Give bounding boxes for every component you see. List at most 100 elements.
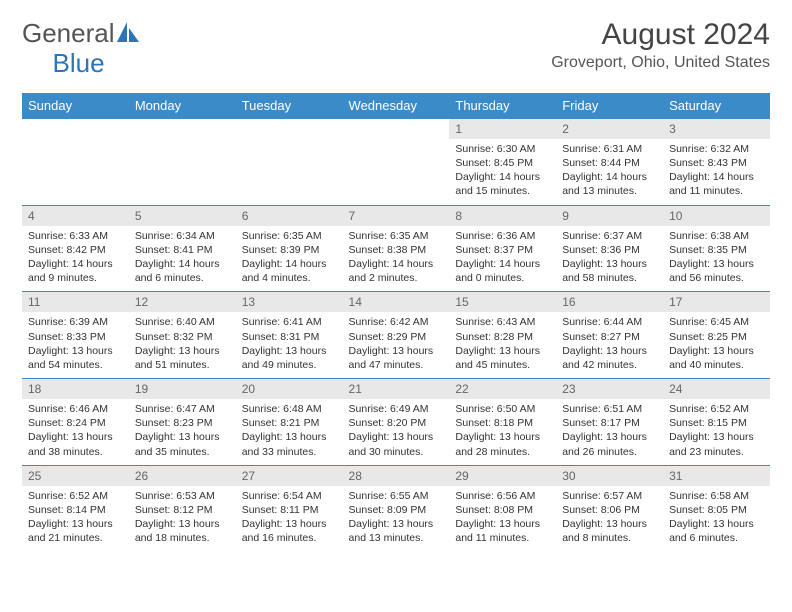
calendar-cell: 22Sunrise: 6:50 AMSunset: 8:18 PMDayligh… <box>449 379 556 466</box>
day-details: Sunrise: 6:52 AMSunset: 8:14 PMDaylight:… <box>22 486 129 552</box>
weekday-row: Sunday Monday Tuesday Wednesday Thursday… <box>22 93 770 119</box>
title-block: August 2024 Groveport, Ohio, United Stat… <box>551 18 770 72</box>
day-details: Sunrise: 6:52 AMSunset: 8:15 PMDaylight:… <box>663 399 770 465</box>
day-details: Sunrise: 6:37 AMSunset: 8:36 PMDaylight:… <box>556 226 663 292</box>
day-number: 12 <box>129 292 236 312</box>
weekday-header: Monday <box>129 93 236 119</box>
calendar-cell: 7Sunrise: 6:35 AMSunset: 8:38 PMDaylight… <box>343 205 450 292</box>
day-details: Sunrise: 6:34 AMSunset: 8:41 PMDaylight:… <box>129 226 236 292</box>
calendar-cell <box>129 119 236 206</box>
calendar-cell: 9Sunrise: 6:37 AMSunset: 8:36 PMDaylight… <box>556 205 663 292</box>
day-number: 25 <box>22 466 129 486</box>
day-number: 2 <box>556 119 663 139</box>
calendar-table: Sunday Monday Tuesday Wednesday Thursday… <box>22 93 770 551</box>
calendar-row: 1Sunrise: 6:30 AMSunset: 8:45 PMDaylight… <box>22 119 770 206</box>
location: Groveport, Ohio, United States <box>551 54 770 72</box>
logo-text-2: Blue <box>53 48 105 79</box>
day-number: 14 <box>343 292 450 312</box>
day-details: Sunrise: 6:45 AMSunset: 8:25 PMDaylight:… <box>663 312 770 378</box>
calendar-cell: 20Sunrise: 6:48 AMSunset: 8:21 PMDayligh… <box>236 379 343 466</box>
day-details: Sunrise: 6:55 AMSunset: 8:09 PMDaylight:… <box>343 486 450 552</box>
day-number: 28 <box>343 466 450 486</box>
day-details: Sunrise: 6:44 AMSunset: 8:27 PMDaylight:… <box>556 312 663 378</box>
day-number: 5 <box>129 206 236 226</box>
calendar-cell: 31Sunrise: 6:58 AMSunset: 8:05 PMDayligh… <box>663 465 770 551</box>
day-details: Sunrise: 6:35 AMSunset: 8:39 PMDaylight:… <box>236 226 343 292</box>
day-details: Sunrise: 6:58 AMSunset: 8:05 PMDaylight:… <box>663 486 770 552</box>
calendar-cell: 11Sunrise: 6:39 AMSunset: 8:33 PMDayligh… <box>22 292 129 379</box>
calendar-row: 11Sunrise: 6:39 AMSunset: 8:33 PMDayligh… <box>22 292 770 379</box>
day-details: Sunrise: 6:47 AMSunset: 8:23 PMDaylight:… <box>129 399 236 465</box>
day-number: 9 <box>556 206 663 226</box>
day-details: Sunrise: 6:48 AMSunset: 8:21 PMDaylight:… <box>236 399 343 465</box>
day-number: 16 <box>556 292 663 312</box>
calendar-cell: 3Sunrise: 6:32 AMSunset: 8:43 PMDaylight… <box>663 119 770 206</box>
calendar-cell: 6Sunrise: 6:35 AMSunset: 8:39 PMDaylight… <box>236 205 343 292</box>
day-details: Sunrise: 6:31 AMSunset: 8:44 PMDaylight:… <box>556 139 663 205</box>
calendar-cell <box>236 119 343 206</box>
calendar-cell: 4Sunrise: 6:33 AMSunset: 8:42 PMDaylight… <box>22 205 129 292</box>
day-number: 21 <box>343 379 450 399</box>
day-details: Sunrise: 6:33 AMSunset: 8:42 PMDaylight:… <box>22 226 129 292</box>
weekday-header: Friday <box>556 93 663 119</box>
weekday-header: Sunday <box>22 93 129 119</box>
calendar-cell: 14Sunrise: 6:42 AMSunset: 8:29 PMDayligh… <box>343 292 450 379</box>
logo: General <box>22 18 139 49</box>
calendar-cell: 2Sunrise: 6:31 AMSunset: 8:44 PMDaylight… <box>556 119 663 206</box>
weekday-header: Tuesday <box>236 93 343 119</box>
calendar-cell: 18Sunrise: 6:46 AMSunset: 8:24 PMDayligh… <box>22 379 129 466</box>
day-number: 30 <box>556 466 663 486</box>
logo-text-1: General <box>22 18 115 49</box>
calendar-cell: 10Sunrise: 6:38 AMSunset: 8:35 PMDayligh… <box>663 205 770 292</box>
day-number: 17 <box>663 292 770 312</box>
day-details: Sunrise: 6:39 AMSunset: 8:33 PMDaylight:… <box>22 312 129 378</box>
day-details: Sunrise: 6:53 AMSunset: 8:12 PMDaylight:… <box>129 486 236 552</box>
day-number: 4 <box>22 206 129 226</box>
calendar-cell: 28Sunrise: 6:55 AMSunset: 8:09 PMDayligh… <box>343 465 450 551</box>
calendar-cell: 27Sunrise: 6:54 AMSunset: 8:11 PMDayligh… <box>236 465 343 551</box>
calendar-row: 18Sunrise: 6:46 AMSunset: 8:24 PMDayligh… <box>22 379 770 466</box>
logo-sail-icon <box>117 18 139 49</box>
calendar-cell: 23Sunrise: 6:51 AMSunset: 8:17 PMDayligh… <box>556 379 663 466</box>
day-details: Sunrise: 6:38 AMSunset: 8:35 PMDaylight:… <box>663 226 770 292</box>
day-details: Sunrise: 6:46 AMSunset: 8:24 PMDaylight:… <box>22 399 129 465</box>
calendar-cell: 21Sunrise: 6:49 AMSunset: 8:20 PMDayligh… <box>343 379 450 466</box>
day-number: 1 <box>449 119 556 139</box>
calendar-row: 25Sunrise: 6:52 AMSunset: 8:14 PMDayligh… <box>22 465 770 551</box>
calendar-cell: 15Sunrise: 6:43 AMSunset: 8:28 PMDayligh… <box>449 292 556 379</box>
day-details: Sunrise: 6:57 AMSunset: 8:06 PMDaylight:… <box>556 486 663 552</box>
calendar-row: 4Sunrise: 6:33 AMSunset: 8:42 PMDaylight… <box>22 205 770 292</box>
day-number: 19 <box>129 379 236 399</box>
calendar-cell: 29Sunrise: 6:56 AMSunset: 8:08 PMDayligh… <box>449 465 556 551</box>
calendar-cell: 8Sunrise: 6:36 AMSunset: 8:37 PMDaylight… <box>449 205 556 292</box>
day-number: 13 <box>236 292 343 312</box>
day-details: Sunrise: 6:30 AMSunset: 8:45 PMDaylight:… <box>449 139 556 205</box>
day-details: Sunrise: 6:36 AMSunset: 8:37 PMDaylight:… <box>449 226 556 292</box>
calendar-cell: 24Sunrise: 6:52 AMSunset: 8:15 PMDayligh… <box>663 379 770 466</box>
day-details: Sunrise: 6:49 AMSunset: 8:20 PMDaylight:… <box>343 399 450 465</box>
calendar-cell: 30Sunrise: 6:57 AMSunset: 8:06 PMDayligh… <box>556 465 663 551</box>
day-number: 11 <box>22 292 129 312</box>
day-number: 3 <box>663 119 770 139</box>
calendar-cell: 16Sunrise: 6:44 AMSunset: 8:27 PMDayligh… <box>556 292 663 379</box>
day-details: Sunrise: 6:51 AMSunset: 8:17 PMDaylight:… <box>556 399 663 465</box>
day-details: Sunrise: 6:35 AMSunset: 8:38 PMDaylight:… <box>343 226 450 292</box>
day-details: Sunrise: 6:42 AMSunset: 8:29 PMDaylight:… <box>343 312 450 378</box>
calendar-cell: 1Sunrise: 6:30 AMSunset: 8:45 PMDaylight… <box>449 119 556 206</box>
day-number: 7 <box>343 206 450 226</box>
calendar-cell: 13Sunrise: 6:41 AMSunset: 8:31 PMDayligh… <box>236 292 343 379</box>
day-number: 29 <box>449 466 556 486</box>
day-details: Sunrise: 6:50 AMSunset: 8:18 PMDaylight:… <box>449 399 556 465</box>
month-title: August 2024 <box>551 18 770 52</box>
day-number: 23 <box>556 379 663 399</box>
weekday-header: Wednesday <box>343 93 450 119</box>
calendar-cell: 5Sunrise: 6:34 AMSunset: 8:41 PMDaylight… <box>129 205 236 292</box>
day-number: 6 <box>236 206 343 226</box>
day-details: Sunrise: 6:54 AMSunset: 8:11 PMDaylight:… <box>236 486 343 552</box>
weekday-header: Thursday <box>449 93 556 119</box>
calendar-cell: 12Sunrise: 6:40 AMSunset: 8:32 PMDayligh… <box>129 292 236 379</box>
day-number: 27 <box>236 466 343 486</box>
day-number: 10 <box>663 206 770 226</box>
day-number: 22 <box>449 379 556 399</box>
calendar-cell <box>22 119 129 206</box>
